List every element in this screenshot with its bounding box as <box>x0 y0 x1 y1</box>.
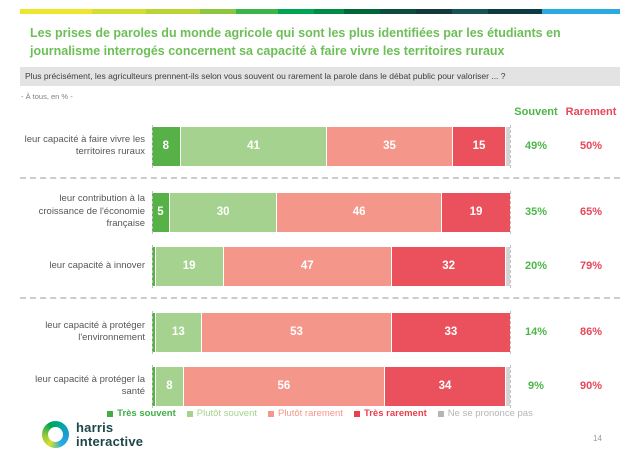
bar-segment <box>506 366 510 406</box>
souvent-value: 35% <box>524 206 548 218</box>
souvent-value: 14% <box>524 326 548 338</box>
question-text: Plus précisément, les agriculteurs prenn… <box>25 71 506 81</box>
harris-interactive-logo: harris interactive <box>42 421 143 448</box>
row-label: leur capacité à protéger l'environnement <box>45 319 145 343</box>
legend-label: Plutôt souvent <box>196 408 257 419</box>
row-label: leur capacité à protéger la santé <box>35 373 145 397</box>
legend-item: Ne se prononce pas <box>437 408 533 419</box>
legend-swatch-icon <box>186 410 193 417</box>
bar-track: 8 41 35 15 <box>152 124 511 168</box>
souvent-value: 20% <box>524 260 548 272</box>
row-label: leur capacité à innover <box>49 259 145 271</box>
rarement-value: 90% <box>579 380 603 392</box>
chart-row: leur capacité à faire vivre les territoi… <box>20 123 620 169</box>
legend-item: Très rarement <box>353 408 427 419</box>
bar-track: 8 56 34 <box>152 364 511 408</box>
bar-segment: 46 <box>277 192 442 232</box>
base-note: - À tous, en % - <box>21 92 73 101</box>
bar-segment: 33 <box>391 312 510 352</box>
bar-segment: 56 <box>184 366 385 406</box>
chart-row: leur capacité à protéger la santé 8 56 34 9%… <box>20 363 620 409</box>
bar-segment <box>506 126 510 166</box>
legend-swatch-icon <box>353 410 360 417</box>
legend-swatch-icon <box>268 410 274 417</box>
rarement-value: 65% <box>579 206 603 218</box>
legend-swatch-icon <box>437 410 444 417</box>
legend: Très souvent Plutôt souvent Plutôt raremen… <box>20 408 620 419</box>
question-bar: Plus précisément, les agriculteurs prenn… <box>20 67 620 86</box>
bar-segment: 47 <box>223 246 392 286</box>
column-header-rarement: Rarement <box>565 106 617 118</box>
legend-label: Très souvent <box>117 408 176 419</box>
logo-line2: interactive <box>76 433 144 449</box>
top-color-strip <box>20 9 620 14</box>
legend-swatch-icon <box>107 410 114 417</box>
bar-segment: 41 <box>180 126 328 166</box>
chart-rows: leur capacité à faire vivre les territoi… <box>20 123 620 409</box>
row-label: leur contribution à la croissance de l'é… <box>38 193 145 230</box>
souvent-value: 49% <box>524 140 548 152</box>
logo-ring-icon <box>42 421 69 448</box>
bar-segment: 8 <box>155 366 185 406</box>
bar-segment: 15 <box>452 126 507 166</box>
rarement-value: 79% <box>579 260 603 272</box>
rarement-value: 50% <box>579 140 603 152</box>
bar-track: 13 53 33 <box>152 310 511 354</box>
bar-segment: 13 <box>155 312 203 352</box>
bar-segment <box>152 366 156 406</box>
logo-line1: harris <box>76 420 114 436</box>
bar-segment: 30 <box>169 192 278 232</box>
legend-label: Ne se prononce pas <box>447 408 533 419</box>
rarement-value: 86% <box>579 326 603 338</box>
column-header-souvent: Souvent <box>514 106 558 118</box>
bar-segment: 19 <box>155 246 224 286</box>
bar-segment: 8 <box>152 126 181 166</box>
chart-row: leur contribution à la croissance de l'é… <box>20 189 620 235</box>
chart-row: leur capacité à protéger l'environnement… <box>20 309 620 355</box>
slide-title: Les prises de paroles du monde agricole … <box>30 26 561 59</box>
bar-segment <box>506 246 510 286</box>
dashed-divider <box>20 297 620 299</box>
bar-segment: 32 <box>391 246 507 286</box>
souvent-value: 9% <box>528 380 544 392</box>
page-number: 14 <box>593 434 602 443</box>
bar-track: 5 30 46 19 <box>152 190 511 234</box>
legend-label: Plutôt rarement <box>278 408 343 419</box>
bar-segment: 34 <box>384 366 507 406</box>
bar-segment <box>152 246 156 286</box>
legend-item: Plutôt rarement <box>268 408 343 419</box>
bar-segment: 5 <box>152 192 170 232</box>
bar-segment <box>152 312 156 352</box>
column-headers: Souvent Rarement <box>20 106 620 118</box>
chart-row: leur capacité à innover 19 47 32 20% 79% <box>20 243 620 289</box>
legend-item: Très souvent <box>107 408 176 419</box>
bar-track: 19 47 32 <box>152 244 511 288</box>
logo-text: harris interactive <box>76 421 143 448</box>
bar-segment: 35 <box>327 126 453 166</box>
legend-label: Très rarement <box>363 408 427 419</box>
bar-segment: 53 <box>202 312 392 352</box>
dashed-divider <box>20 177 620 179</box>
stacked-bar-chart: Souvent Rarement leur capacité à faire v… <box>20 106 620 417</box>
legend-item: Plutôt souvent <box>186 408 257 419</box>
bar-segment: 19 <box>441 192 510 232</box>
row-label: leur capacité à faire vivre les territoi… <box>24 133 145 157</box>
